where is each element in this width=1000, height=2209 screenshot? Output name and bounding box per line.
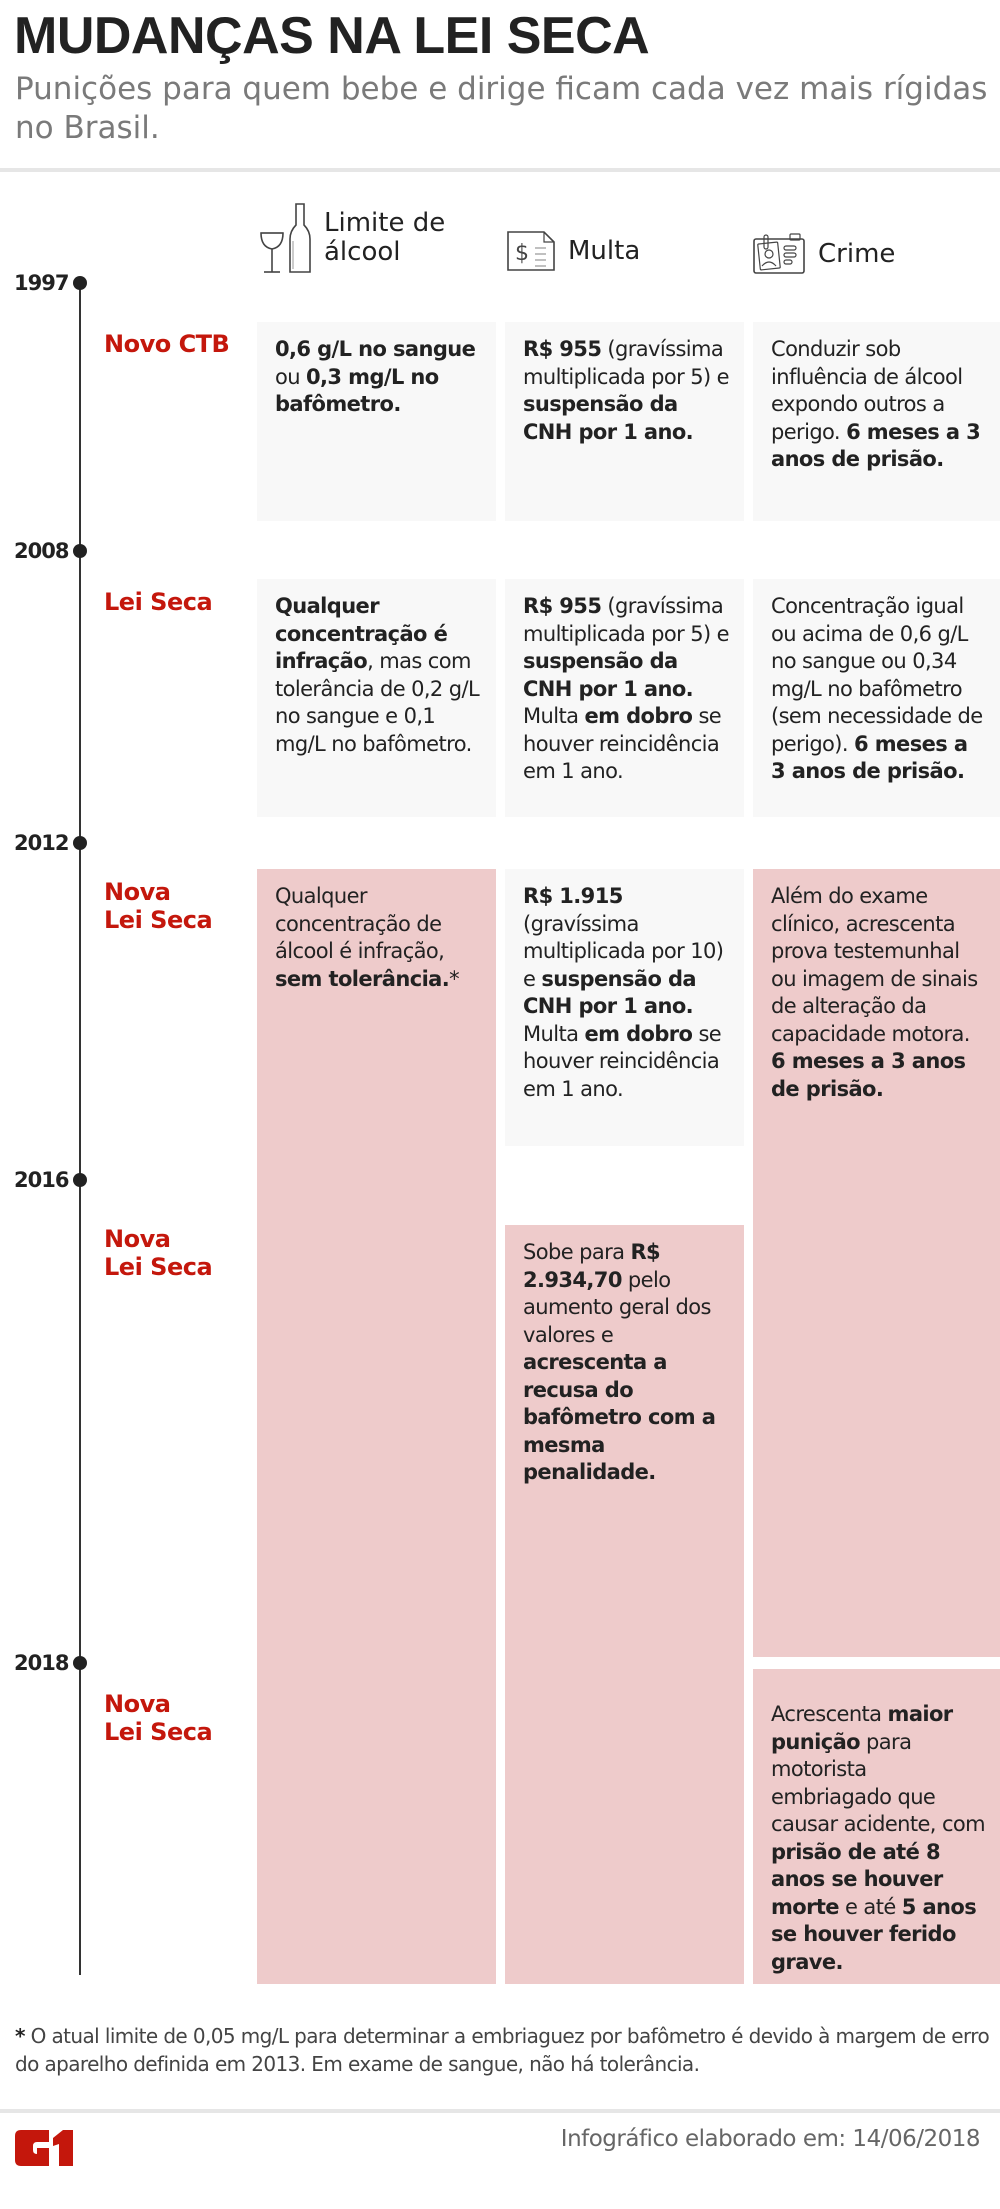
cell-2016-multa: Sobe para R$ 2.934,70 pelo aumento geral… [505, 1225, 744, 1984]
timeline-dot-2018 [73, 1656, 87, 1670]
column-header-limite: Limite de álcool [258, 200, 445, 276]
cell-text-bold: 6 meses a 3 anos de prisão. [771, 419, 981, 472]
cell-2008-crime: Concentração igual ou acima de 0,6 g/L n… [753, 579, 1000, 817]
cell-text: (gravíssima multiplicada por 10) e [523, 911, 724, 991]
cell-1997-limite: 0,6 g/L no sangue ou 0,3 mg/L no bafômet… [257, 322, 496, 521]
cell-text-bold: 5 anos se houver ferido grave. [771, 1894, 977, 1974]
cell-text-bold: acrescenta a recusa do bafômetro com a m… [523, 1350, 716, 1484]
timeline-axis [79, 283, 81, 1975]
cell-text-bold: em dobro [584, 1021, 693, 1046]
cell-text: Além do exame clínico, acrescenta prova … [771, 884, 978, 1046]
cell-text-bold: R$ 1.915 [523, 884, 623, 908]
infographic-credit: Infográfico elaborado em: 14/06/2018 [560, 2126, 981, 2152]
cell-2018-crime: Acrescenta maior punição para motorista … [753, 1669, 1000, 1984]
timeline-dot-1997 [73, 276, 87, 290]
cell-text: ou [275, 364, 307, 389]
law-label-2018: Nova Lei Seca [104, 1690, 213, 1746]
cell-2008-limite: Qualquer concentração é infração, mas co… [257, 579, 496, 817]
year-2008: 2008 [14, 539, 69, 563]
cell-text-bold: R$ 2.934,70 [523, 1240, 661, 1292]
column-header-multa: $ Multa [506, 228, 640, 274]
cell-text-bold: R$ 955 [523, 594, 602, 618]
g1-logo-icon [15, 2130, 73, 2166]
column-label-limite-2: álcool [324, 237, 401, 267]
column-label-multa: Multa [568, 235, 641, 266]
cell-text: Sobe para [523, 1240, 631, 1264]
law-label-2018-line1: Nova [104, 1690, 171, 1718]
cell-2012-multa: R$ 1.915 (gravíssima multiplicada por 10… [505, 869, 744, 1146]
cell-text: Multa [523, 1021, 585, 1046]
law-label-2016: Nova Lei Seca [104, 1225, 213, 1281]
timeline-dot-2016 [73, 1173, 87, 1187]
id-card-icon [753, 233, 805, 274]
cell-text-bold: 0,3 mg/L no bafômetro. [275, 364, 439, 417]
cell-text: pelo aumento geral dos valores e [523, 1267, 711, 1347]
cell-text-bold: 6 meses a 3 anos de prisão. [771, 1049, 966, 1101]
cell-text-bold: R$ 955 [523, 337, 602, 361]
timeline-dot-2008 [73, 544, 87, 558]
cell-text-bold: maior punição [771, 1702, 953, 1754]
cell-text-bold: suspensão da CNH por 1 ano. [523, 649, 694, 701]
header-divider [0, 168, 1000, 172]
law-label-2018-line2: Lei Seca [104, 1718, 213, 1746]
cell-text: Multa [523, 704, 585, 728]
cell-text: (gravíssima multiplicada por 5) e [523, 594, 730, 646]
cell-2012-limite: Qualquer concentração de álcool é infraç… [257, 869, 496, 1984]
cell-text: * [449, 966, 460, 991]
year-2018: 2018 [14, 1651, 69, 1675]
wine-bottle-icon [260, 203, 311, 273]
column-header-crime: Crime [752, 232, 895, 276]
law-label-2016-line1: Nova [104, 1225, 171, 1253]
cell-text: Qualquer concentração de álcool é infraç… [275, 884, 445, 963]
law-label-2012-line2: Lei Seca [104, 906, 213, 934]
svg-text:$: $ [515, 241, 529, 266]
cell-1997-multa: R$ 955 (gravíssima multiplicada por 5) e… [505, 322, 744, 521]
cell-text: , mas com tolerância de 0,2 g/L no sangu… [275, 649, 480, 756]
law-label-1997: Novo CTB [104, 330, 230, 358]
cell-text-bold: sem tolerância. [275, 966, 450, 991]
footnote-text: O atual limite de 0,05 mg/L para determi… [15, 2024, 990, 2076]
cell-text-bold: 0,6 g/L no sangue [275, 337, 476, 361]
cell-text: e até [838, 1894, 902, 1919]
cell-2008-multa: R$ 955 (gravíssima multiplicada por 5) e… [505, 579, 744, 817]
page-subtitle: Punições para quem bebe e dirige ficam c… [15, 71, 988, 146]
cell-2012-crime: Além do exame clínico, acrescenta prova … [753, 869, 1000, 1657]
timeline-dot-2012 [73, 836, 87, 850]
cell-text: Conduzir sob influência de álcool expond… [771, 337, 963, 444]
column-label-crime: Crime [818, 238, 896, 269]
law-label-2012: Nova Lei Seca [104, 878, 213, 934]
footnote: * O atual limite de 0,05 mg/L para deter… [15, 2022, 995, 2078]
cell-text: (gravíssima multiplicada por 5) e [523, 337, 730, 389]
law-label-2012-line1: Nova [104, 878, 171, 906]
cell-text-bold: em dobro [584, 704, 693, 728]
year-1997: 1997 [14, 271, 69, 295]
page-title: MUDANÇAS NA LEI SECA [14, 7, 650, 65]
cell-text: Concentração igual ou acima de 0,6 g/L n… [771, 594, 983, 756]
cell-text: se houver reincidência em 1 ano. [523, 704, 722, 783]
cell-text-bold: suspensão da CNH por 1 ano. [523, 966, 697, 1019]
cell-text: se houver reincidência em 1 ano. [523, 1021, 722, 1101]
cell-1997-crime: Conduzir sob influência de álcool expond… [753, 322, 1000, 521]
cell-text-bold: Qualquer concentração é infração [275, 594, 448, 673]
cell-text: para motorista embriagado que causar aci… [771, 1729, 986, 1837]
footer-divider [0, 2109, 1000, 2113]
footnote-star: * [15, 2024, 25, 2048]
year-2016: 2016 [14, 1168, 69, 1192]
law-label-2008: Lei Seca [104, 588, 213, 616]
law-label-2016-line2: Lei Seca [104, 1253, 213, 1281]
money-document-icon: $ [507, 231, 555, 271]
cell-text: Acrescenta [771, 1702, 888, 1726]
cell-text-bold: suspensão da CNH por 1 ano. [523, 392, 694, 444]
cell-text-bold: prisão de até 8 anos se houver morte [771, 1839, 943, 1919]
column-label-limite-1: Limite de [324, 208, 446, 238]
cell-text-bold: 6 meses a 3 anos de prisão. [771, 731, 968, 784]
year-2012: 2012 [14, 831, 69, 855]
